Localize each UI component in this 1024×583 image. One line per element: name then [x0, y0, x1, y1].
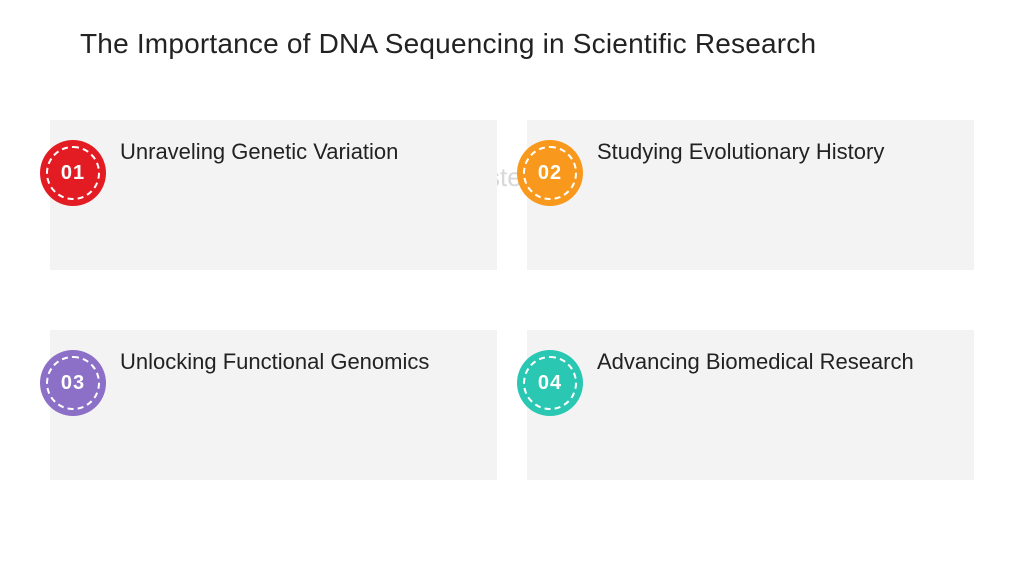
- page-title: The Importance of DNA Sequencing in Scie…: [80, 28, 984, 60]
- badge-01: 01: [40, 140, 106, 206]
- card-02: 02 Studying Evolutionary History: [527, 120, 974, 270]
- badge-04: 04: [517, 350, 583, 416]
- badge-number: 03: [61, 372, 85, 395]
- badge-number: 02: [538, 162, 562, 185]
- card-label: Studying Evolutionary History: [597, 138, 954, 166]
- badge-02: 02: [517, 140, 583, 206]
- card-label: Advancing Biomedical Research: [597, 348, 954, 376]
- card-04: 04 Advancing Biomedical Research: [527, 330, 974, 480]
- badge-number: 01: [61, 162, 85, 185]
- card-03: 03 Unlocking Functional Genomics: [50, 330, 497, 480]
- badge-03: 03: [40, 350, 106, 416]
- infographic-page: The Importance of DNA Sequencing in Scie…: [0, 0, 1024, 583]
- card-01: 01 Unraveling Genetic Variation: [50, 120, 497, 270]
- card-label: Unlocking Functional Genomics: [120, 348, 477, 376]
- card-label: Unraveling Genetic Variation: [120, 138, 477, 166]
- cards-grid: 01 Unraveling Genetic Variation 02 Study…: [40, 120, 984, 480]
- badge-number: 04: [538, 372, 562, 395]
